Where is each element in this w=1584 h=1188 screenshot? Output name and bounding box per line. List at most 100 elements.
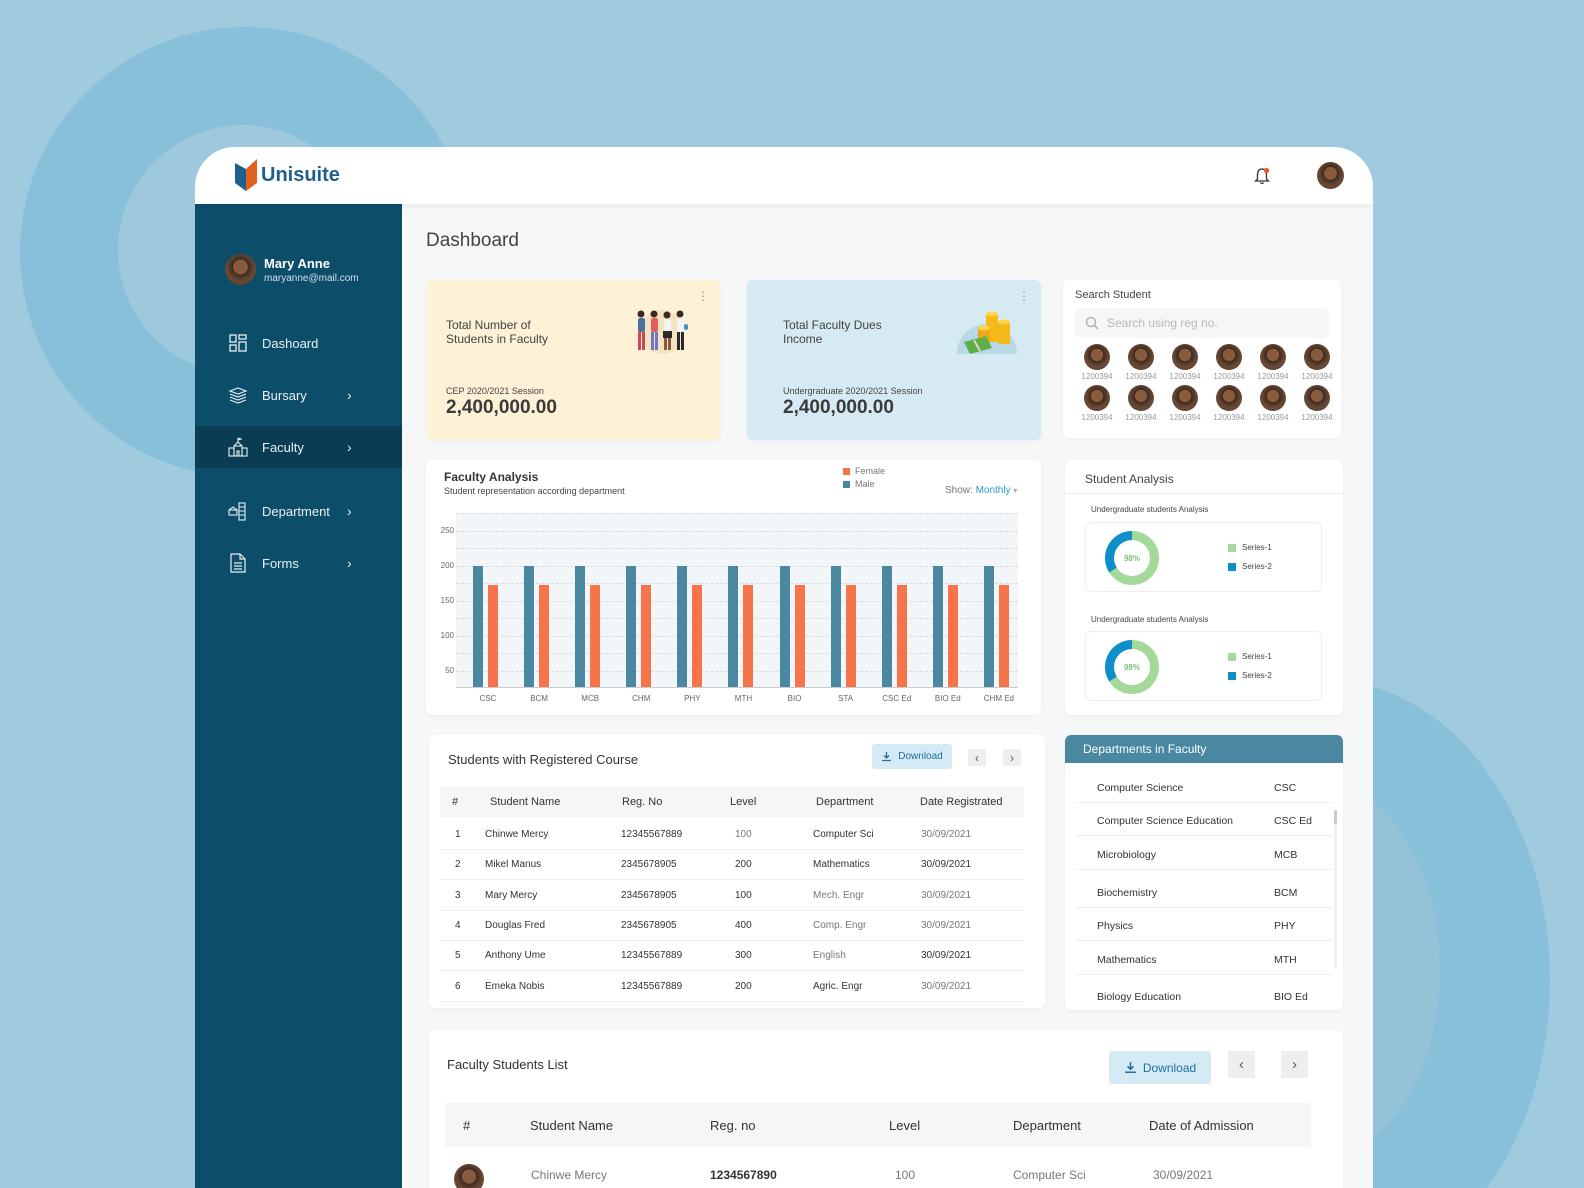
y-tick-label: 100 bbox=[440, 630, 454, 640]
sidebar-user[interactable]: Mary Anne maryanne@mail.com bbox=[225, 254, 359, 285]
bar-male[interactable] bbox=[524, 565, 535, 688]
department-row[interactable]: Mathematics MTH bbox=[1075, 942, 1333, 975]
sidebar-item-label: Bursary bbox=[262, 387, 307, 403]
table-row[interactable]: 2 Mikel Manus 2345678905 200 Mathematics 30/0… bbox=[440, 850, 1024, 881]
bar-female[interactable] bbox=[947, 585, 958, 688]
student-thumb[interactable]: 1200394 bbox=[1075, 385, 1119, 422]
table-cell: 12345567889 bbox=[621, 980, 683, 992]
sidebar-item-dashboard[interactable]: Dashoard bbox=[195, 322, 402, 364]
more-options-icon[interactable]: ⋮ bbox=[697, 289, 709, 303]
legend-swatch bbox=[843, 481, 850, 489]
y-tick-label: 250 bbox=[440, 525, 454, 535]
legend-series-1: Series-1 bbox=[1228, 543, 1272, 552]
student-analysis-title: Student Analysis bbox=[1085, 472, 1174, 486]
app-name: Unisuite bbox=[261, 163, 340, 186]
student-thumb[interactable]: 1200394 bbox=[1295, 344, 1339, 381]
sidebar-item-bursary[interactable]: Bursary › bbox=[195, 374, 402, 416]
student-thumb[interactable]: 1200394 bbox=[1163, 344, 1207, 381]
student-thumb[interactable]: 1200394 bbox=[1251, 385, 1295, 422]
download-button[interactable]: Download bbox=[1109, 1051, 1211, 1084]
logo[interactable]: Unisuite bbox=[235, 159, 340, 191]
table-row[interactable]: 5 Anthony Ume 12345567889 300 English 30/09/2… bbox=[440, 941, 1024, 972]
bar-male[interactable] bbox=[932, 565, 943, 688]
prev-page-button[interactable]: ‹ bbox=[1228, 1051, 1255, 1078]
x-tick-label: CHM Ed bbox=[983, 694, 1015, 703]
y-tick-label: 200 bbox=[440, 560, 454, 570]
search-input[interactable] bbox=[1107, 316, 1307, 330]
bar-female[interactable] bbox=[998, 585, 1009, 688]
bar-female[interactable] bbox=[794, 585, 805, 688]
sidebar-item-forms[interactable]: Forms › bbox=[195, 542, 402, 584]
table-row[interactable]: 6 Emeka Nobis 12345567889 200 Agric. Engr 30/… bbox=[440, 972, 1024, 1002]
table-cell: 100 bbox=[735, 829, 752, 840]
department-row[interactable]: Microbiology MCB bbox=[1075, 837, 1333, 870]
download-icon bbox=[1124, 1062, 1136, 1073]
student-thumb[interactable]: 1200394 bbox=[1207, 344, 1251, 381]
period-dropdown[interactable]: Show: Monthly ▾ bbox=[945, 485, 1018, 496]
student-thumb[interactable]: 1200394 bbox=[1295, 385, 1339, 422]
department-code: CSC bbox=[1274, 782, 1297, 794]
bar-male[interactable] bbox=[626, 565, 637, 688]
bar-male[interactable] bbox=[779, 565, 790, 688]
table-cell: Computer Sci bbox=[813, 829, 874, 840]
bar-male[interactable] bbox=[677, 565, 688, 688]
gridline bbox=[456, 530, 1018, 532]
table-cell: 200 bbox=[735, 980, 752, 992]
prev-page-button[interactable]: ‹ bbox=[968, 749, 986, 766]
bar-female[interactable] bbox=[539, 585, 550, 688]
bar-female[interactable] bbox=[845, 585, 856, 688]
table-row[interactable]: Chinwe Mercy 1234567890 100 Computer Sci… bbox=[445, 1160, 1311, 1188]
bar-male[interactable] bbox=[728, 565, 739, 688]
bar-female[interactable] bbox=[488, 585, 498, 688]
bar-female[interactable] bbox=[641, 585, 652, 688]
bar-female[interactable] bbox=[590, 585, 601, 688]
donut-chart: 98% bbox=[1105, 531, 1159, 585]
student-thumb[interactable]: 1200394 bbox=[1119, 385, 1163, 422]
bar-male[interactable] bbox=[830, 565, 841, 688]
table-row[interactable]: 3 Mary Mercy 2345678905 100 Mech. Engr 30/09/… bbox=[440, 881, 1024, 911]
x-tick-label: BIO bbox=[787, 694, 802, 703]
bar-male[interactable] bbox=[575, 565, 586, 688]
department-row[interactable]: Biochemistry BCM bbox=[1075, 875, 1333, 908]
student-thumb[interactable]: 1200394 bbox=[1251, 344, 1295, 381]
department-name: Biology Education bbox=[1097, 991, 1182, 1003]
scrollbar-thumb[interactable] bbox=[1334, 810, 1337, 824]
download-button[interactable]: Download bbox=[872, 744, 952, 769]
bar-female[interactable] bbox=[743, 585, 754, 688]
notification-bell-icon[interactable] bbox=[1252, 166, 1272, 186]
chevron-right-icon: › bbox=[347, 439, 352, 455]
legend-male: Male bbox=[843, 479, 875, 489]
next-page-button[interactable]: › bbox=[1281, 1051, 1308, 1078]
bar-male[interactable] bbox=[473, 565, 483, 688]
department-row[interactable]: Computer Science Education CSC Ed bbox=[1075, 803, 1333, 836]
department-code: BIO Ed bbox=[1274, 991, 1308, 1003]
scrollbar[interactable] bbox=[1334, 810, 1337, 968]
sidebar-item-faculty[interactable]: Faculty › bbox=[195, 426, 402, 468]
x-tick-label: MCB bbox=[581, 694, 600, 703]
table-title: Faculty Students List bbox=[447, 1057, 568, 1072]
profile-avatar[interactable] bbox=[1317, 162, 1344, 189]
next-page-button[interactable]: › bbox=[1003, 749, 1021, 766]
department-name: Computer Science bbox=[1097, 782, 1184, 794]
bar-female[interactable] bbox=[896, 585, 907, 688]
more-options-icon[interactable]: ⋮ bbox=[1018, 289, 1030, 303]
bar-female[interactable] bbox=[692, 585, 703, 688]
table-row[interactable]: 1 Chinwe Mercy 12345567889 100 Computer Sci 3… bbox=[440, 820, 1024, 850]
student-thumb[interactable]: 1200394 bbox=[1207, 385, 1251, 422]
sidebar-item-department[interactable]: Department › bbox=[195, 490, 402, 532]
bar-male[interactable] bbox=[983, 565, 994, 688]
department-row[interactable]: Biology Education BIO Ed bbox=[1075, 979, 1333, 1010]
chart-title: Faculty Analysis bbox=[444, 470, 539, 484]
department-row[interactable]: Computer Science CSC bbox=[1075, 770, 1333, 803]
student-thumb[interactable]: 1200394 bbox=[1163, 385, 1207, 422]
bar-male[interactable] bbox=[881, 565, 892, 688]
sidebar: Mary Anne maryanne@mail.com Dashoard Bur… bbox=[195, 204, 402, 1188]
departments-title: Departments in Faculty bbox=[1065, 735, 1343, 763]
stat-title: Total Faculty Dues Income bbox=[783, 318, 882, 346]
department-row[interactable]: Physics PHY bbox=[1075, 908, 1333, 941]
table-cell: Mech. Engr bbox=[813, 889, 865, 901]
table-row[interactable]: 4 Douglas Fred 2345678905 400 Comp. Engr 30/0… bbox=[440, 911, 1024, 941]
search-input-wrapper[interactable] bbox=[1075, 308, 1329, 338]
student-thumb[interactable]: 1200394 bbox=[1119, 344, 1163, 381]
student-thumb[interactable]: 1200394 bbox=[1075, 344, 1119, 381]
